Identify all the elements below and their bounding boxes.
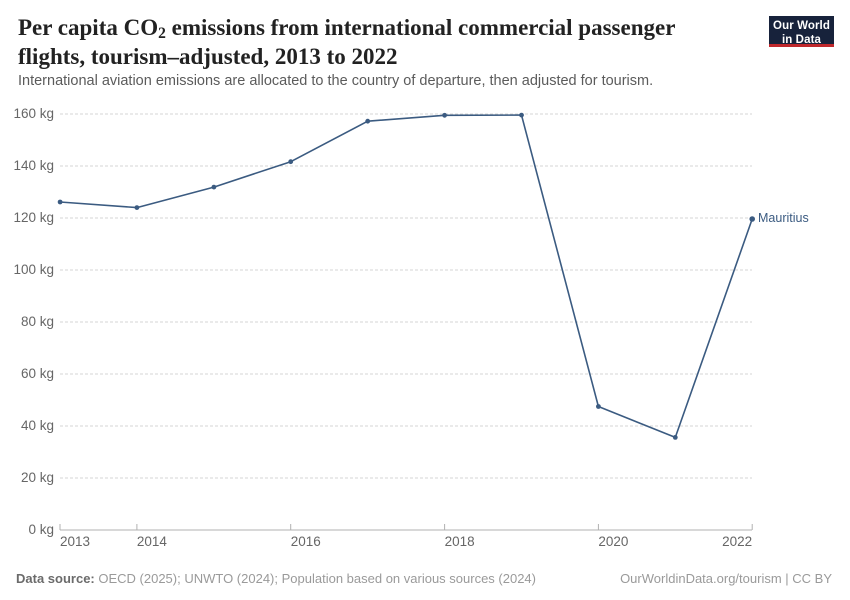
svg-text:2016: 2016 bbox=[291, 534, 321, 549]
svg-text:100 kg: 100 kg bbox=[13, 262, 54, 277]
svg-text:140 kg: 140 kg bbox=[13, 158, 54, 173]
svg-text:2014: 2014 bbox=[137, 534, 168, 549]
svg-text:40 kg: 40 kg bbox=[21, 418, 54, 433]
svg-text:20 kg: 20 kg bbox=[21, 470, 54, 485]
svg-text:2020: 2020 bbox=[598, 534, 628, 549]
svg-text:0 kg: 0 kg bbox=[28, 522, 54, 537]
svg-text:160 kg: 160 kg bbox=[13, 106, 54, 121]
svg-text:2018: 2018 bbox=[445, 534, 475, 549]
svg-text:2013: 2013 bbox=[60, 534, 90, 549]
svg-text:60 kg: 60 kg bbox=[21, 366, 54, 381]
svg-text:120 kg: 120 kg bbox=[13, 210, 54, 225]
svg-text:2022: 2022 bbox=[722, 534, 752, 549]
svg-text:Mauritius: Mauritius bbox=[758, 211, 809, 225]
svg-text:80 kg: 80 kg bbox=[21, 314, 54, 329]
